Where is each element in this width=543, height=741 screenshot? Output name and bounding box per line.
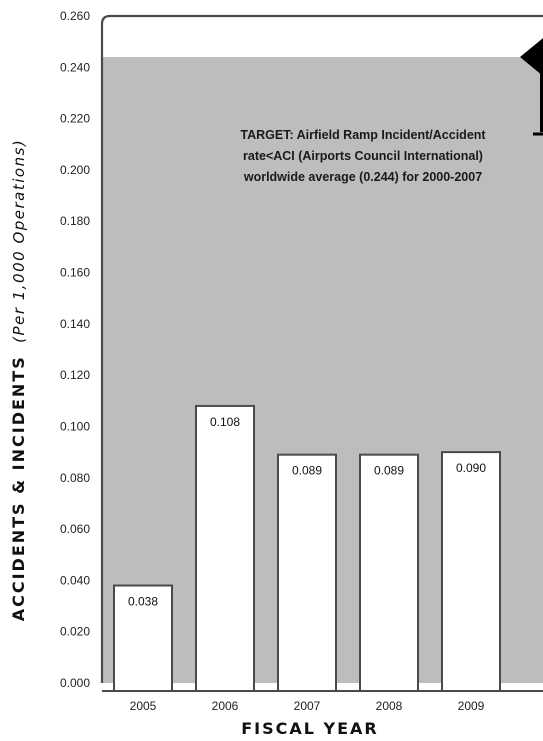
y-tick-label: 0.260 [60,9,90,23]
x-axis-label: FISCAL YEAR [241,719,379,738]
axes-layer: 0.000 0.020 0.040 0.060 0.080 0.100 0.120 0.140… [60,9,543,713]
bar-value-label: 0.108 [210,415,240,429]
plot-frame [100,14,543,683]
target-annotation-line-1: TARGET: Airfield Ramp Incident/Accident [240,128,486,142]
bar-value-label: 0.090 [456,461,486,475]
y-tick-label: 0.120 [60,368,90,382]
x-tick-label: 2009 [458,699,485,713]
y-tick-label: 0.140 [60,317,90,331]
bar [441,451,501,692]
y-tick-label: 0.200 [60,163,90,177]
target-annotation: TARGET: Airfield Ramp Incident/Accident … [240,128,486,184]
svg-text:ACCIDENTS & INCIDENTS (P: ACCIDENTS & INCIDENTS (Per 1,000 Operati… [9,139,28,622]
bar [277,453,337,692]
y-tick-label: 0.180 [60,214,90,228]
bar [195,404,255,692]
bar-value-label: 0.038 [128,595,158,609]
y-tick-label: 0.020 [60,625,90,639]
x-tick-label: 2006 [212,699,239,713]
target-annotation-line-3: worldwide average (0.244) for 2000-2007 [243,170,482,184]
bar [359,453,419,692]
y-tick-label: 0.060 [60,522,90,536]
x-tick-label: 2008 [376,699,403,713]
y-tick-label: 0.240 [60,60,90,74]
y-axis-unit-label: (Per 1,000 Operations) [10,139,28,343]
y-axis-label: ACCIDENTS & INCIDENTS [9,355,28,621]
y-axis-title: ACCIDENTS & INCIDENTS (Per 1,000 Operati… [9,139,28,622]
bar [113,584,173,692]
y-tick-label: 0.000 [60,676,90,690]
y-tick-label: 0.100 [60,419,90,433]
bar-value-label: 0.089 [292,464,322,478]
bar-value-label: 0.089 [374,464,404,478]
y-tick-label: 0.220 [60,112,90,126]
target-annotation-line-2: rate<ACI (Airports Council International… [243,149,483,163]
x-tick-label: 2007 [294,699,321,713]
plot-frame-corner [100,14,111,25]
target-marker-arrow [520,38,543,76]
target-marker-stem [540,57,543,133]
y-tick-label: 0.080 [60,471,90,485]
x-tick-label: 2005 [130,699,157,713]
target-marker-layer [520,38,543,136]
y-tick-label: 0.040 [60,573,90,587]
y-tick-label: 0.160 [60,266,90,280]
bars-layer: 0.038 0.108 0.089 0.089 0.090 [113,404,501,692]
